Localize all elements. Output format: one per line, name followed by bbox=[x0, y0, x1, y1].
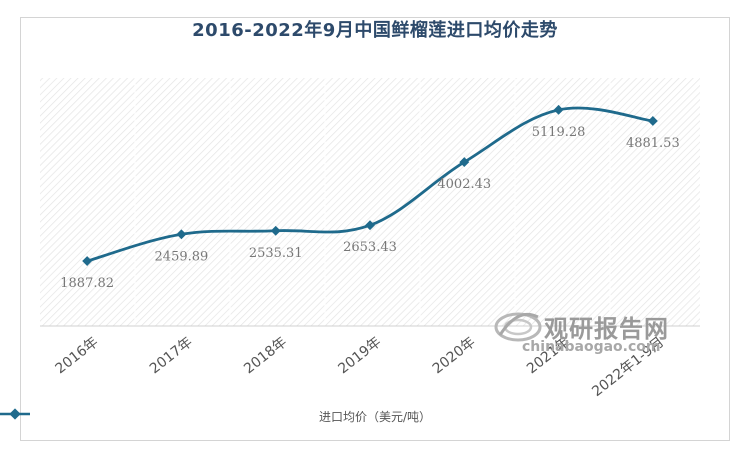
data-label: 2535.31 bbox=[249, 246, 303, 261]
data-point-marker bbox=[459, 157, 470, 168]
x-tick-label: 2017年 bbox=[147, 334, 196, 377]
chart-title: 2016-2022年9月中国鲜榴莲进口均价走势 bbox=[192, 20, 558, 41]
x-tick-label: 2019年 bbox=[335, 334, 384, 377]
watermark-url: chinabaogao.com bbox=[522, 339, 661, 355]
watermark-logo-icon bbox=[494, 312, 542, 342]
data-point-marker bbox=[553, 104, 564, 115]
legend: 进口均价（美元/吨） bbox=[0, 408, 750, 425]
data-point-marker bbox=[270, 225, 281, 236]
data-point-marker bbox=[647, 116, 658, 126]
data-label: 2653.43 bbox=[343, 240, 397, 255]
data-point-marker bbox=[365, 220, 375, 231]
data-label: 5119.28 bbox=[532, 125, 586, 140]
x-tick-label: 2016年 bbox=[53, 334, 102, 377]
legend-label: 进口均价（美元/吨） bbox=[318, 410, 432, 424]
data-label: 1887.82 bbox=[60, 276, 114, 291]
data-label: 4881.53 bbox=[626, 136, 680, 151]
plot-area bbox=[40, 78, 700, 326]
data-point-marker bbox=[176, 229, 187, 240]
x-tick-label: 2018年 bbox=[241, 334, 290, 377]
watermark-text: 观研报告网 bbox=[544, 315, 669, 343]
legend-line-icon bbox=[0, 408, 30, 420]
watermark: 观研报告网 chinabaogao.com bbox=[492, 305, 692, 357]
x-tick-label: 2020年 bbox=[430, 334, 479, 377]
data-label: 4002.43 bbox=[437, 177, 491, 192]
data-label: 2459.89 bbox=[155, 249, 209, 264]
